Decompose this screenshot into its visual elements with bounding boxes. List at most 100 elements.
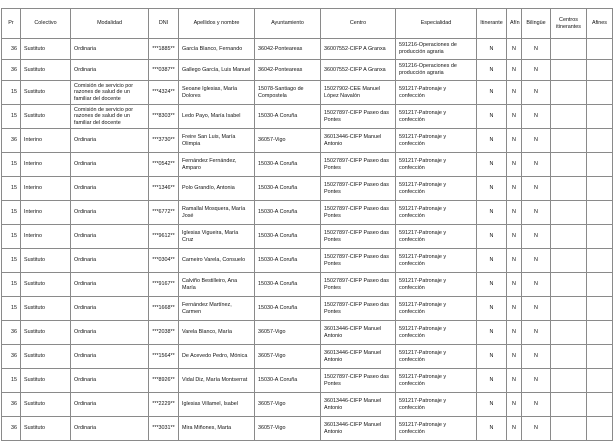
table-row: 15 Sustituto Ordinaria ***1668** Fernández M… <box>1 296 613 321</box>
cell-bilingue: N <box>521 368 551 393</box>
cell-colectivo: Interino <box>20 152 71 177</box>
table-row: 15 Interino Ordinaria ***0542** Fernández Fe… <box>1 152 613 177</box>
cell-ayuntamiento: 15030-A Coruña <box>254 176 321 201</box>
cell-pr: 15 <box>1 272 21 297</box>
cell-centro: 36007552-CIFP A Granxa <box>320 38 396 60</box>
cell-bilingue: N <box>521 80 551 105</box>
cell-centros-itinerantes <box>550 152 587 177</box>
cell-centro: 36013446-CIFP Manuel Antonio <box>320 128 396 153</box>
cell-apellidos-nombre: Varela Blanco, María <box>178 320 255 345</box>
cell-apellidos-nombre: Mira Miñones, Marta <box>178 416 255 441</box>
cell-apellidos-nombre: Ledo Payo, María Isabel <box>178 104 255 129</box>
cell-pr: 36 <box>1 416 21 441</box>
cell-afin: N <box>506 200 522 225</box>
table-row: 36 Sustituto Ordinaria ***1564** De Acevedo … <box>1 344 613 369</box>
cell-ayuntamiento: 15030-A Coruña <box>254 296 321 321</box>
cell-centros-itinerantes <box>550 59 587 81</box>
cell-afin: N <box>506 80 522 105</box>
cell-afin: N <box>506 176 522 201</box>
cell-ayuntamiento: 36042-Ponteareas <box>254 38 321 60</box>
cell-ayuntamiento: 15030-A Coruña <box>254 248 321 273</box>
cell-modalidad: Ordinaria <box>70 272 149 297</box>
cell-especialidad: 591216-Operaciones de producción agraria <box>395 38 477 60</box>
cell-apellidos-nombre: Gallego García, Luis Manuel <box>178 59 255 81</box>
cell-especialidad: 591217-Patronaje y confección <box>395 320 477 345</box>
cell-modalidad: Ordinaria <box>70 200 149 225</box>
cell-apellidos-nombre: García Blanco, Fernando <box>178 38 255 60</box>
cell-afines <box>586 392 613 417</box>
cell-afin: N <box>506 320 522 345</box>
cell-ayuntamiento: 15030-A Coruña <box>254 104 321 129</box>
table-row: 15 Interino Ordinaria ***1346** Polo Grandío… <box>1 176 613 201</box>
cell-ayuntamiento: 36057-Vigo <box>254 392 321 417</box>
cell-dni: ***3031** <box>148 416 179 441</box>
cell-apellidos-nombre: Iglesias Villamel, Isabel <box>178 392 255 417</box>
cell-apellidos-nombre: Fernández Martínez, Carmen <box>178 296 255 321</box>
cell-colectivo: Sustituto <box>20 416 71 441</box>
cell-afines <box>586 368 613 393</box>
header-afines: Afines <box>586 8 613 39</box>
cell-dni: ***3730** <box>148 128 179 153</box>
cell-centros-itinerantes <box>550 248 587 273</box>
cell-afines <box>586 104 613 129</box>
cell-dni: ***4324** <box>148 80 179 105</box>
cell-dni: ***0304** <box>148 248 179 273</box>
cell-pr: 36 <box>1 38 21 60</box>
table-row: 15 Sustituto Comisión de servicio por razo… <box>1 104 613 129</box>
cell-modalidad: Ordinaria <box>70 296 149 321</box>
cell-centros-itinerantes <box>550 38 587 60</box>
cell-especialidad: 591217-Patronaje y confección <box>395 272 477 297</box>
cell-especialidad: 591217-Patronaje y confección <box>395 104 477 129</box>
cell-afines <box>586 344 613 369</box>
cell-modalidad: Ordinaria <box>70 38 149 60</box>
cell-itinerante: N <box>476 38 507 60</box>
cell-bilingue: N <box>521 248 551 273</box>
cell-dni: ***8303** <box>148 104 179 129</box>
cell-modalidad: Ordinaria <box>70 128 149 153</box>
cell-afines <box>586 152 613 177</box>
cell-colectivo: Sustituto <box>20 320 71 345</box>
cell-colectivo: Sustituto <box>20 392 71 417</box>
cell-modalidad: Ordinaria <box>70 368 149 393</box>
header-itinerante: Itinerante <box>476 8 507 39</box>
cell-ayuntamiento: 36057-Vigo <box>254 344 321 369</box>
cell-afin: N <box>506 248 522 273</box>
cell-especialidad: 591217-Patronaje y confección <box>395 80 477 105</box>
table-row: 36 Interino Ordinaria ***3730** Freire San L… <box>1 128 613 153</box>
cell-centro: 15027897-CIFP Paseo das Pontes <box>320 272 396 297</box>
cell-especialidad: 591217-Patronaje y confección <box>395 224 477 249</box>
cell-pr: 15 <box>1 200 21 225</box>
cell-especialidad: 591217-Patronaje y confección <box>395 368 477 393</box>
table-row: 15 Sustituto Comisión de servicio por razo… <box>1 80 613 105</box>
cell-itinerante: N <box>476 320 507 345</box>
header-especialidad: Especialidad <box>395 8 477 39</box>
cell-ayuntamiento: 15030-A Coruña <box>254 272 321 297</box>
cell-afines <box>586 80 613 105</box>
cell-afines <box>586 248 613 273</box>
cell-modalidad: Ordinaria <box>70 320 149 345</box>
cell-dni: ***8926** <box>148 368 179 393</box>
cell-ayuntamiento: 15030-A Coruña <box>254 152 321 177</box>
cell-pr: 15 <box>1 152 21 177</box>
cell-ayuntamiento: 36057-Vigo <box>254 128 321 153</box>
cell-modalidad: Ordinaria <box>70 416 149 441</box>
cell-pr: 36 <box>1 320 21 345</box>
cell-centro: 15027897-CIFP Paseo das Pontes <box>320 176 396 201</box>
cell-afin: N <box>506 224 522 249</box>
table-row: 36 Sustituto Ordinaria ***0387** Gallego Gar… <box>1 59 613 81</box>
cell-dni: ***1668** <box>148 296 179 321</box>
cell-itinerante: N <box>476 59 507 81</box>
cell-pr: 15 <box>1 296 21 321</box>
cell-modalidad: Ordinaria <box>70 344 149 369</box>
cell-itinerante: N <box>476 176 507 201</box>
cell-pr: 15 <box>1 104 21 129</box>
cell-centros-itinerantes <box>550 392 587 417</box>
cell-centro: 15027897-CIFP Paseo das Pontes <box>320 296 396 321</box>
cell-apellidos-nombre: Polo Grandío, Antonia <box>178 176 255 201</box>
cell-itinerante: N <box>476 368 507 393</box>
cell-dni: ***2038** <box>148 320 179 345</box>
cell-itinerante: N <box>476 128 507 153</box>
cell-modalidad: Comisión de servicio por razones de salu… <box>70 104 149 129</box>
cell-afines <box>586 296 613 321</box>
table-row: 36 Sustituto Ordinaria ***1885** García Blan… <box>1 38 613 60</box>
